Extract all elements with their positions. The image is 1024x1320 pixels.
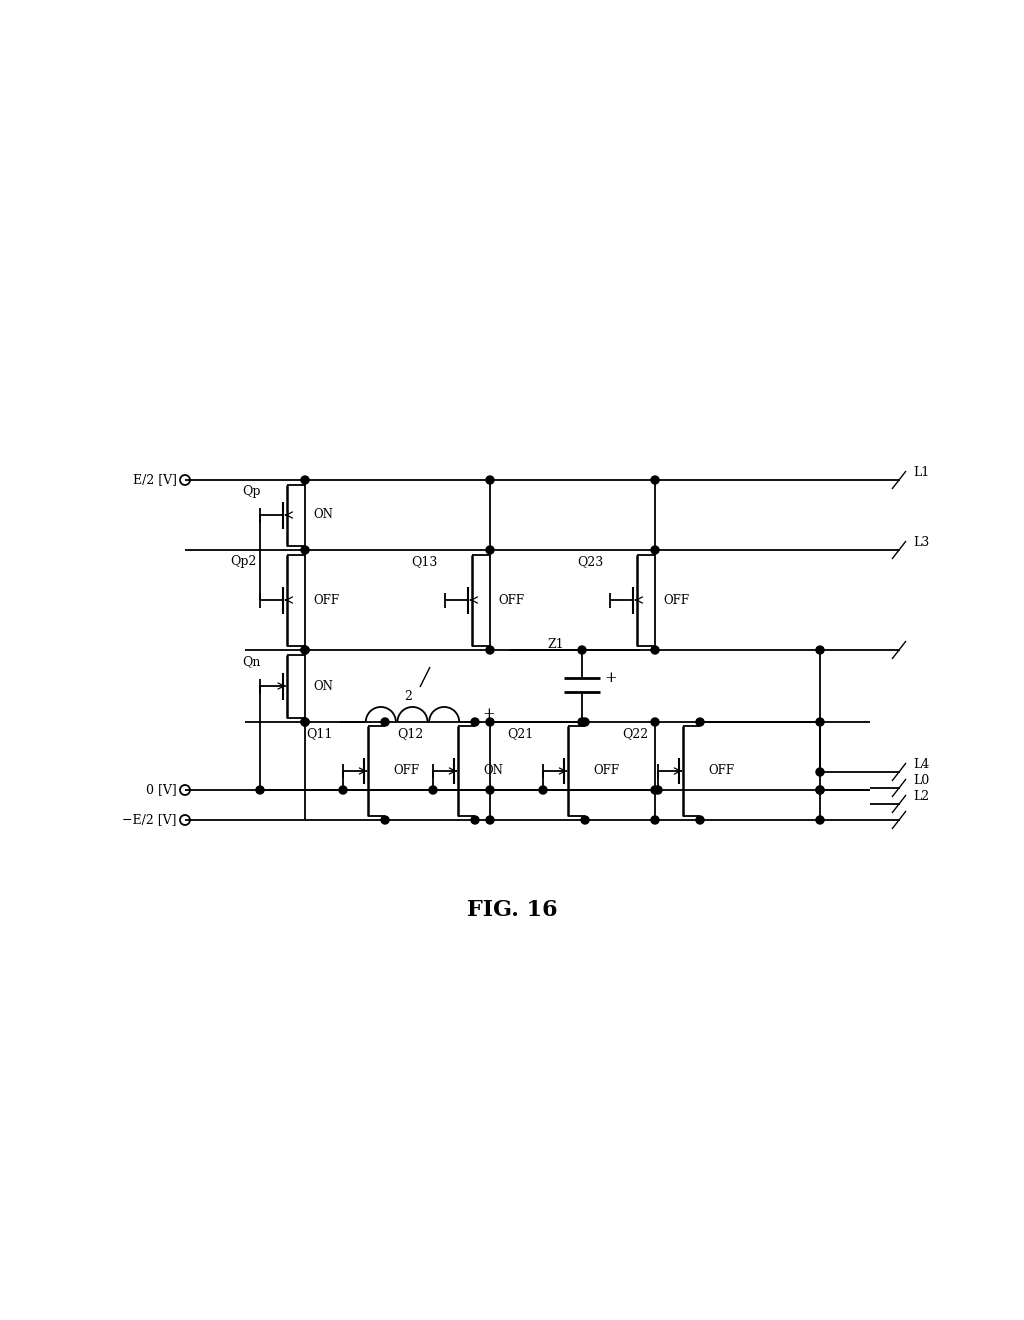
Circle shape: [816, 785, 824, 795]
Text: FIG. 16: FIG. 16: [467, 899, 557, 921]
Circle shape: [486, 546, 494, 554]
Text: Q11: Q11: [306, 727, 333, 741]
Text: −E/2 [V]: −E/2 [V]: [123, 813, 177, 826]
Circle shape: [696, 816, 705, 824]
Circle shape: [486, 477, 494, 484]
Circle shape: [816, 816, 824, 824]
Circle shape: [256, 785, 264, 795]
Circle shape: [651, 718, 659, 726]
Text: Q13: Q13: [412, 554, 438, 568]
Circle shape: [486, 645, 494, 653]
Circle shape: [339, 785, 347, 795]
Circle shape: [651, 546, 659, 554]
Circle shape: [651, 477, 659, 484]
Text: Qn: Qn: [243, 655, 261, 668]
Text: Qp: Qp: [243, 484, 261, 498]
Text: Qp2: Qp2: [230, 554, 257, 568]
Circle shape: [301, 718, 309, 726]
Circle shape: [651, 645, 659, 653]
Circle shape: [301, 718, 309, 726]
Text: L0: L0: [913, 775, 929, 788]
Circle shape: [301, 645, 309, 653]
Text: L2: L2: [913, 791, 929, 804]
Text: 0 [V]: 0 [V]: [146, 784, 177, 796]
Circle shape: [301, 477, 309, 484]
Circle shape: [578, 645, 586, 653]
Circle shape: [301, 546, 309, 554]
Text: Q12: Q12: [396, 727, 423, 741]
Circle shape: [816, 768, 824, 776]
Circle shape: [816, 645, 824, 653]
Circle shape: [651, 785, 659, 795]
Text: Q21: Q21: [507, 727, 534, 741]
Text: +: +: [604, 671, 616, 685]
Text: Z1: Z1: [547, 639, 563, 652]
Circle shape: [471, 718, 479, 726]
Circle shape: [581, 718, 589, 726]
Text: OFF: OFF: [708, 764, 734, 777]
Circle shape: [381, 718, 389, 726]
Text: Q23: Q23: [577, 554, 603, 568]
Text: Q22: Q22: [622, 727, 648, 741]
Circle shape: [816, 785, 824, 795]
Circle shape: [539, 785, 547, 795]
Circle shape: [429, 785, 437, 795]
Text: L3: L3: [913, 536, 929, 549]
Text: OFF: OFF: [393, 764, 419, 777]
Circle shape: [486, 816, 494, 824]
Circle shape: [381, 816, 389, 824]
Text: OFF: OFF: [593, 764, 620, 777]
Text: L1: L1: [913, 466, 929, 479]
Text: OFF: OFF: [498, 594, 524, 606]
Text: +: +: [482, 708, 495, 721]
Circle shape: [301, 645, 309, 653]
Circle shape: [486, 718, 494, 726]
Text: ON: ON: [313, 508, 333, 521]
Circle shape: [486, 785, 494, 795]
Text: OFF: OFF: [313, 594, 339, 606]
Circle shape: [696, 718, 705, 726]
Circle shape: [654, 785, 662, 795]
Text: 2: 2: [404, 690, 412, 704]
Text: ON: ON: [313, 680, 333, 693]
Text: ON: ON: [483, 764, 503, 777]
Circle shape: [581, 816, 589, 824]
Circle shape: [578, 718, 586, 726]
Text: L4: L4: [913, 759, 929, 771]
Circle shape: [471, 816, 479, 824]
Circle shape: [816, 718, 824, 726]
Text: E/2 [V]: E/2 [V]: [133, 474, 177, 487]
Circle shape: [651, 816, 659, 824]
Text: OFF: OFF: [663, 594, 689, 606]
